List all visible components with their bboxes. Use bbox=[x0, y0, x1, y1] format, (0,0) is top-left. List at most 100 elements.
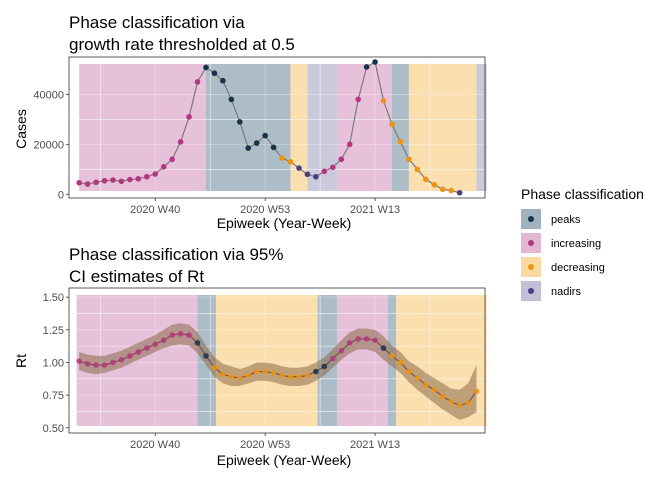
cases-point-increasing bbox=[93, 179, 99, 186]
cases-point-decreasing bbox=[287, 159, 294, 165]
rt-point-increasing bbox=[346, 340, 353, 346]
legend-label-peaks: peaks bbox=[551, 214, 581, 226]
cases-point-decreasing bbox=[389, 121, 395, 128]
cases-point-increasing bbox=[101, 177, 108, 184]
rt-point-decreasing bbox=[287, 374, 294, 380]
rt-point-increasing bbox=[84, 360, 91, 367]
phase-band-decreasing bbox=[290, 64, 308, 191]
rt-point-increasing bbox=[330, 355, 336, 362]
cases-point-increasing bbox=[76, 179, 82, 186]
cases-point-nadirs bbox=[456, 189, 463, 196]
cases-point-decreasing bbox=[380, 97, 387, 104]
rt-panel-border bbox=[68, 287, 486, 434]
rt-point-increasing bbox=[127, 353, 133, 359]
rt-point-decreasing bbox=[279, 372, 285, 379]
rt-point-increasing bbox=[177, 330, 184, 337]
cases-point-increasing bbox=[135, 175, 142, 182]
rt-point-decreasing bbox=[245, 372, 252, 379]
rt-point-peaks bbox=[313, 368, 319, 375]
phase-band-increasing bbox=[79, 64, 206, 191]
legend-title: Phase classification bbox=[521, 186, 644, 202]
rt-point-decreasing bbox=[211, 364, 218, 371]
rt-point-decreasing bbox=[431, 387, 438, 393]
rt-y-axis-title: Rt bbox=[13, 354, 29, 368]
phase-band-increasing bbox=[337, 64, 392, 191]
rt-point-decreasing bbox=[389, 353, 395, 359]
cases-point-increasing bbox=[177, 139, 184, 145]
rt-point-peaks bbox=[194, 340, 201, 346]
cases-point-decreasing bbox=[406, 156, 412, 163]
rt-x-axis-title: Epiweek (Year-Week) bbox=[217, 452, 352, 468]
rt-series bbox=[76, 323, 480, 420]
cases-point-increasing bbox=[194, 79, 201, 85]
cases-point-increasing bbox=[355, 96, 361, 103]
cases-series bbox=[76, 59, 463, 196]
legend-items: peaks increasing decreasing nadirs bbox=[521, 209, 605, 301]
rt-ci-band bbox=[79, 323, 477, 420]
rt-point-decreasing bbox=[220, 371, 226, 378]
cases-point-peaks bbox=[245, 145, 252, 151]
rt-point-peaks bbox=[380, 345, 387, 351]
phase-band-increasing bbox=[337, 295, 388, 426]
cases-phase-bands bbox=[79, 64, 487, 191]
phase-band-decreasing bbox=[408, 64, 477, 191]
cases-point-peaks bbox=[253, 140, 260, 146]
cases-point-peaks bbox=[220, 77, 226, 84]
cases-point-nadirs bbox=[296, 165, 302, 171]
legend-point-nadirs bbox=[528, 288, 534, 294]
cases-panel-title-line-2: growth rate thresholded at 0.5 bbox=[69, 35, 295, 54]
cases-x-axis-title: Epiweek (Year-Week) bbox=[217, 215, 352, 231]
rt-point-increasing bbox=[355, 336, 361, 342]
rt-point-decreasing bbox=[304, 372, 311, 379]
rt-point-increasing bbox=[143, 345, 150, 351]
phase-band-peaks bbox=[205, 64, 291, 191]
cases-gridlines bbox=[69, 57, 485, 198]
y-tick-label: 0.50 bbox=[43, 423, 64, 435]
cases-point-increasing bbox=[330, 164, 336, 171]
rt-panel: Phase classification via 95% CI estimate… bbox=[13, 245, 487, 468]
y-tick-label: 20000 bbox=[33, 139, 64, 151]
cases-point-increasing bbox=[346, 141, 353, 148]
cases-point-peaks bbox=[211, 70, 218, 77]
legend-label-nadirs: nadirs bbox=[551, 286, 581, 298]
cases-panel-title-line-1: Phase classification via bbox=[69, 13, 245, 32]
y-tick-label: 1.25 bbox=[43, 325, 64, 337]
cases-x-ticks: 2020 W40 2020 W53 2021 W13 bbox=[130, 198, 400, 216]
rt-point-decreasing bbox=[253, 368, 260, 375]
rt-point-decreasing bbox=[414, 375, 421, 381]
cases-panel: Phase classification via growth rate thr… bbox=[13, 13, 487, 231]
cases-point-increasing bbox=[127, 176, 133, 183]
legend-point-increasing bbox=[528, 240, 534, 246]
rt-y-ticks: 0.50 0.75 1.00 1.25 1.50 bbox=[43, 292, 69, 435]
cases-point-increasing bbox=[143, 173, 150, 180]
phase-band-peaks bbox=[391, 64, 409, 191]
rt-panel-title-line-2: CI estimates of Rt bbox=[69, 267, 204, 286]
rt-point-decreasing bbox=[397, 359, 404, 366]
cases-point-increasing bbox=[152, 171, 159, 177]
cases-y-ticks: 0 20000 40000 bbox=[33, 89, 69, 201]
rt-point-decreasing bbox=[473, 388, 480, 394]
cases-point-increasing bbox=[338, 156, 345, 163]
cases-point-decreasing bbox=[423, 176, 429, 183]
legend-point-peaks bbox=[528, 216, 534, 222]
cases-point-increasing bbox=[186, 114, 192, 120]
cases-point-decreasing bbox=[439, 186, 446, 193]
cases-point-peaks bbox=[236, 119, 243, 125]
x-tick-label: 2021 W13 bbox=[350, 439, 400, 451]
rt-point-increasing bbox=[76, 358, 82, 364]
cases-point-peaks bbox=[203, 64, 209, 71]
legend-label-increasing: increasing bbox=[551, 238, 601, 250]
x-tick-label: 2020 W40 bbox=[130, 439, 180, 451]
rt-point-increasing bbox=[135, 349, 142, 355]
x-tick-label: 2020 W53 bbox=[240, 204, 290, 216]
rt-point-decreasing bbox=[448, 398, 454, 405]
cases-point-decreasing bbox=[448, 187, 454, 194]
phase-band-nadirs bbox=[476, 64, 487, 191]
legend-point-decreasing bbox=[528, 264, 534, 270]
rt-point-decreasing bbox=[465, 400, 471, 406]
cases-point-peaks bbox=[262, 132, 268, 139]
cases-point-peaks bbox=[363, 64, 370, 70]
cases-y-axis-title: Cases bbox=[13, 109, 29, 149]
rt-point-increasing bbox=[101, 362, 108, 368]
